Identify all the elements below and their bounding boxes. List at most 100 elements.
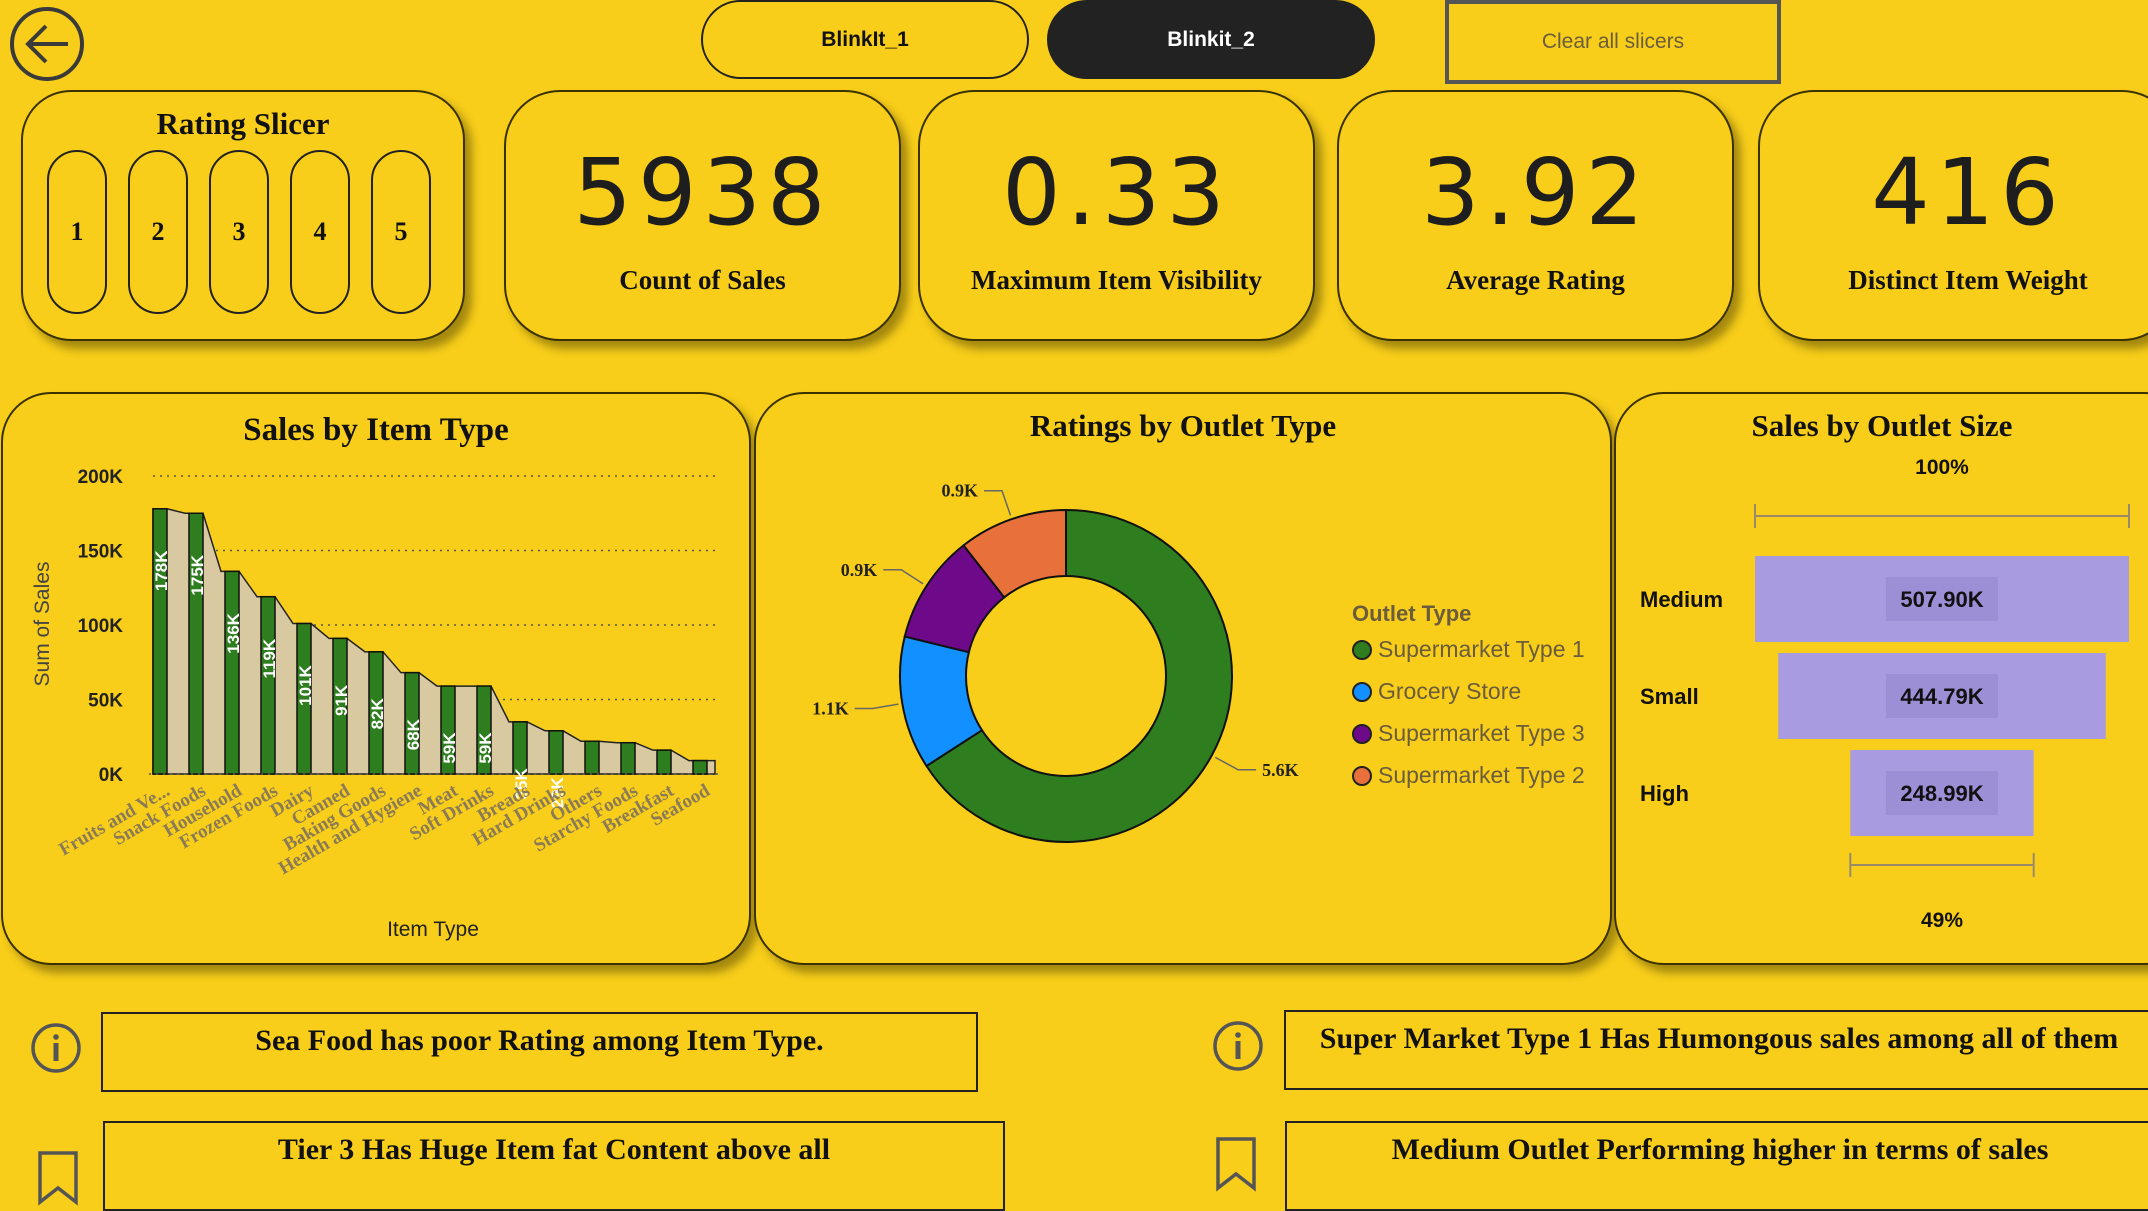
chart-title: Sales by Item Type (243, 412, 509, 448)
bar (404, 671, 420, 775)
kpi-value: 416 (1871, 139, 2065, 246)
insight-text: Tier 3 Has Huge Item fat Content above a… (103, 1121, 1005, 1211)
funnel-top-percent: 100% (1915, 456, 1969, 479)
bar-data-label: 82K (368, 698, 387, 730)
bookmark-icon (38, 1151, 78, 1206)
funnel-bottom-percent: 49% (1921, 909, 1963, 932)
legend-item-grocery-store[interactable]: Grocery Store (1352, 678, 1521, 705)
ratings-by-outlet-type-card: Ratings by Outlet Type 5.6K 1.1K 0.9K 0.9K … (754, 392, 1612, 965)
rating-option-4[interactable]: 4 (290, 150, 350, 314)
back-button[interactable] (8, 5, 86, 83)
bar (188, 512, 204, 775)
legend-dot (1352, 639, 1372, 660)
insight-4: Medium Outlet Performing higher in terms… (1210, 1120, 2148, 1211)
donut-data-label: 1.1K (812, 698, 849, 718)
clear-slicers-label: Clear all slicers (1541, 30, 1685, 53)
legend-dot (1352, 681, 1372, 702)
insight-text: Sea Food has poor Rating among Item Type… (101, 1012, 978, 1092)
bar (548, 730, 564, 775)
rating-option-5[interactable]: 5 (371, 150, 431, 314)
legend-dot (1352, 723, 1372, 744)
leader-line (1214, 756, 1257, 771)
kpi-label: Maximum Item Visibility (971, 265, 1262, 295)
donut-slice (962, 508, 1067, 599)
bar-data-label: 68K (404, 718, 423, 750)
bar (584, 740, 600, 775)
insight-2: Super Market Type 1 Has Humongous sales … (1210, 1010, 2148, 1090)
leader-line (883, 569, 924, 585)
tab-blinkit-2-label: Blinkit_2 (1167, 27, 1255, 51)
kpi-label: Count of Sales (619, 265, 786, 295)
legend-label: Supermarket Type 1 (1378, 636, 1585, 662)
insight-3: Tier 3 Has Huge Item fat Content above a… (28, 1120, 1005, 1211)
bar-data-label: 91K (332, 684, 351, 716)
bar (440, 685, 456, 775)
sales-by-item-type-card: Sales by Item Type Sum of Sales Item Typ… (1, 392, 751, 965)
kpi-label: Average Rating (1446, 265, 1625, 295)
y-tick-label: 0K (99, 765, 124, 786)
bar-data-label: 175K (188, 554, 207, 595)
clear-slicers-button[interactable]: Clear all slicers (1445, 0, 1781, 84)
kpi-card-average-rating: 3.92 Average Rating (1337, 90, 1734, 341)
bar (368, 651, 384, 775)
insight-1: Sea Food has poor Rating among Item Type… (28, 1012, 978, 1092)
insight-text: Medium Outlet Performing higher in terms… (1285, 1121, 2148, 1211)
legend-item-supermarket-type-1[interactable]: Supermarket Type 1 (1352, 636, 1585, 663)
rating-option-1[interactable]: 1 (47, 150, 107, 314)
legend-label: Supermarket Type 2 (1378, 762, 1585, 788)
kpi-label: Distinct Item Weight (1848, 265, 2088, 295)
bar-data-label: 101K (296, 664, 315, 705)
bar-data-label: 35K (512, 768, 531, 800)
rating-option-3[interactable]: 3 (209, 150, 269, 314)
insight-text: Super Market Type 1 Has Humongous sales … (1284, 1010, 2148, 1090)
bar (692, 759, 708, 775)
funnel-label-bg (1886, 577, 1998, 621)
bar-data-label: 119K (260, 638, 279, 678)
chart-title: Sales by Outlet Size (1751, 408, 2013, 443)
funnel-label-bg (1886, 674, 1998, 718)
bookmark-icon (1216, 1137, 1256, 1192)
ratings-by-outlet-type-chart: 5.6K 1.1K 0.9K 0.9K (812, 481, 1299, 843)
info-icon (1213, 1021, 1263, 1071)
kpi-value: 0.33 (1002, 139, 1231, 246)
funnel-category-label: Small (1640, 684, 1699, 709)
y-tick-label: 200K (78, 467, 124, 488)
bar (476, 685, 492, 775)
sales-by-item-type-chart: Sum of Sales Item Type 0K 50K 100K 150K 200K… (31, 467, 720, 941)
y-tick-label: 100K (78, 616, 124, 637)
legend-dot (1352, 765, 1372, 786)
tab-blinkit-1[interactable]: BlinkIt_1 (701, 0, 1029, 79)
bar (152, 508, 168, 775)
rating-option-2[interactable]: 2 (128, 150, 188, 314)
leader-line (983, 489, 1012, 516)
info-icon (31, 1023, 81, 1073)
legend-item-supermarket-type-3[interactable]: Supermarket Type 3 (1352, 720, 1585, 747)
legend-label: Supermarket Type 3 (1378, 720, 1585, 746)
bar (260, 595, 276, 775)
arrow-left-circle-icon (10, 7, 84, 81)
bar-data-label: 59K (476, 732, 495, 764)
funnel-category-label: Medium (1640, 587, 1723, 612)
sales-by-outlet-size-card: Sales by Outlet Size 100% 507.90K Medium 44… (1614, 392, 2148, 965)
bar-data-label: 178K (152, 550, 171, 591)
funnel-label-bg (1886, 771, 1998, 815)
funnel-data-label: 444.79K (1900, 684, 1983, 709)
donut-data-label: 0.9K (941, 481, 978, 501)
sales-by-outlet-size-chart: 100% 507.90K Medium 444.79K Small 248.99K High… (1640, 456, 2130, 932)
bar-data-label: 136K (224, 612, 243, 653)
bar-data-label: 59K (440, 732, 459, 764)
bar (224, 570, 240, 775)
tab-blinkit-2[interactable]: Blinkit_2 (1047, 0, 1375, 79)
donut-data-label: 5.6K (1262, 760, 1299, 780)
kpi-card-count-of-sales: 5938 Count of Sales (504, 90, 901, 341)
leader-line (854, 703, 899, 710)
donut-data-label: 0.9K (841, 560, 878, 580)
kpi-card-max-item-visibility: 0.33 Maximum Item Visibility (918, 90, 1315, 341)
legend-item-supermarket-type-2[interactable]: Supermarket Type 2 (1352, 762, 1585, 789)
chart-title: Ratings by Outlet Type (1029, 408, 1337, 443)
legend-label: Grocery Store (1378, 678, 1522, 704)
funnel-data-label: 507.90K (1900, 587, 1983, 612)
legend-title: Outlet Type (1352, 601, 1472, 626)
kpi-value: 5938 (573, 139, 832, 246)
bar (620, 741, 636, 775)
